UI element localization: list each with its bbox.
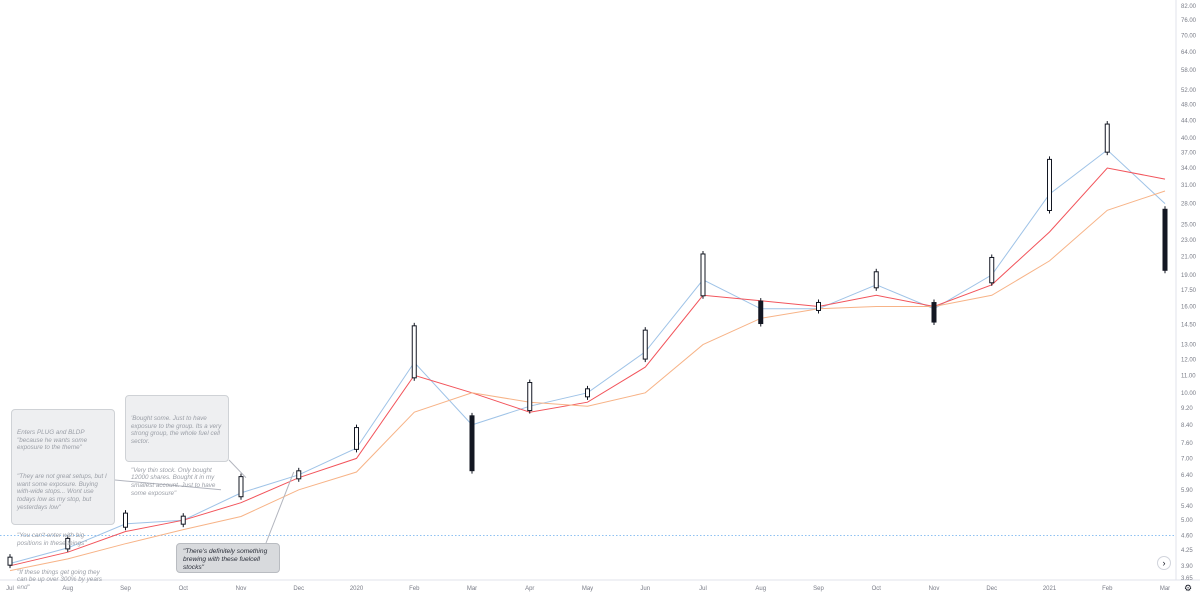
candle-body bbox=[65, 537, 71, 550]
annotation-bought: 'Bought some. Just to have exposure to t… bbox=[125, 395, 229, 497]
candle-body bbox=[296, 470, 302, 480]
y-tick-label: 11.00 bbox=[1181, 373, 1196, 379]
annotation-enters-line-1: Enters PLUG and BLDP "because he wants s… bbox=[17, 429, 89, 452]
y-tick-label: 16.00 bbox=[1181, 304, 1197, 310]
x-tick-label: Mar bbox=[1160, 586, 1170, 592]
y-tick-label: 4.25 bbox=[1181, 548, 1193, 554]
candle-body bbox=[642, 329, 648, 360]
moving-average-line bbox=[9, 167, 1166, 567]
candle-body bbox=[354, 427, 359, 450]
y-tick-label: 7.00 bbox=[1181, 456, 1193, 462]
y-tick-label: 3.90 bbox=[1181, 564, 1193, 570]
x-tick-label: Jun bbox=[640, 586, 650, 592]
x-tick-label: Aug bbox=[755, 586, 766, 592]
y-tick-label: 28.00 bbox=[1181, 202, 1197, 208]
y-tick-label: 34.00 bbox=[1181, 166, 1197, 172]
x-tick-label: Dec bbox=[986, 586, 997, 592]
candle-body bbox=[411, 325, 417, 379]
x-tick-label: Jul bbox=[699, 586, 707, 592]
candle-body bbox=[180, 515, 186, 525]
y-tick-label: 40.00 bbox=[1181, 136, 1197, 142]
y-tick-label: 13.00 bbox=[1181, 343, 1197, 349]
annotation-brewing-text: "There's definitely something brewing wi… bbox=[183, 548, 268, 571]
y-tick-label: 44.00 bbox=[1181, 119, 1197, 125]
candle-body bbox=[816, 301, 821, 311]
annotation-connector bbox=[228, 459, 247, 479]
candle-body bbox=[700, 253, 706, 297]
annotation-connector bbox=[114, 479, 222, 491]
y-tick-label: 25.00 bbox=[1181, 222, 1197, 228]
y-tick-label: 8.40 bbox=[1181, 423, 1193, 429]
y-tick-label: 5.40 bbox=[1181, 504, 1193, 510]
y-tick-label: 6.40 bbox=[1181, 473, 1193, 479]
y-tick-label: 37.00 bbox=[1181, 150, 1197, 156]
annotation-connector bbox=[265, 471, 295, 544]
y-tick-label: 9.20 bbox=[1181, 406, 1193, 412]
y-tick-label: 3.65 bbox=[1181, 576, 1193, 582]
annotation-enters: Enters PLUG and BLDP "because he wants s… bbox=[11, 409, 115, 591]
y-tick-label: 19.00 bbox=[1181, 273, 1197, 279]
candle-body bbox=[7, 556, 13, 566]
y-tick-label: 5.90 bbox=[1181, 488, 1193, 494]
y-tick-label: 4.60 bbox=[1181, 533, 1193, 539]
y-tick-label: 14.50 bbox=[1181, 323, 1197, 329]
x-tick-label: Feb bbox=[1102, 586, 1113, 592]
moving-average-line bbox=[9, 149, 1166, 564]
y-tick-label: 76.00 bbox=[1181, 18, 1197, 24]
x-tick-label: Dec bbox=[293, 586, 304, 592]
annotation-bought-line-1: 'Bought some. Just to have exposure to t… bbox=[131, 415, 224, 445]
x-tick-label: Nov bbox=[929, 586, 940, 592]
y-tick-label: 52.00 bbox=[1181, 88, 1197, 94]
annotation-enters-line-3: "You can't enter with big positions in t… bbox=[17, 532, 87, 547]
x-tick-label: Sep bbox=[813, 586, 824, 592]
x-tick-label: May bbox=[582, 586, 593, 592]
annotation-enters-line-2: "They are not great setups, but I want s… bbox=[17, 473, 109, 511]
candle-body bbox=[238, 476, 244, 498]
y-tick-label: 17.50 bbox=[1181, 288, 1197, 294]
x-tick-label: Oct bbox=[872, 586, 882, 592]
y-tick-label: 58.00 bbox=[1181, 68, 1197, 74]
y-tick-label: 70.00 bbox=[1181, 33, 1197, 39]
x-tick-label: 2020 bbox=[350, 586, 364, 592]
candle-body bbox=[527, 382, 533, 412]
x-tick-label: Mar bbox=[467, 586, 477, 592]
y-tick-label: 12.00 bbox=[1181, 357, 1197, 363]
x-tick-label: Oct bbox=[179, 586, 189, 592]
chevron-right-icon[interactable]: › bbox=[1157, 556, 1171, 570]
candle-body bbox=[1162, 208, 1168, 271]
candle-body bbox=[873, 271, 879, 289]
x-tick-label: 2021 bbox=[1043, 586, 1057, 592]
y-tick-label: 7.60 bbox=[1181, 441, 1193, 447]
candle-body bbox=[123, 512, 128, 528]
gear-icon[interactable]: ⚙ bbox=[1184, 583, 1193, 593]
y-tick-label: 48.00 bbox=[1181, 103, 1197, 109]
candle-body bbox=[1104, 123, 1110, 153]
candle-body bbox=[989, 256, 995, 284]
y-tick-label: 21.00 bbox=[1181, 255, 1197, 261]
candle-body bbox=[758, 300, 764, 325]
y-tick-label: 82.00 bbox=[1181, 4, 1197, 10]
moving-average-line bbox=[9, 190, 1166, 572]
annotation-enters-line-4: "If these things get going they can be u… bbox=[17, 568, 104, 591]
annotation-bought-line-2: "Very thin stock. Only bought 12000 shar… bbox=[131, 466, 218, 497]
candle-body bbox=[931, 302, 937, 323]
candle-body bbox=[585, 388, 590, 398]
x-tick-label: Jul bbox=[6, 586, 14, 592]
x-tick-label: Aug bbox=[62, 586, 73, 592]
x-tick-label: Apr bbox=[525, 586, 534, 592]
x-tick-label: Nov bbox=[236, 586, 247, 592]
x-tick-label: Feb bbox=[409, 586, 420, 592]
x-tick-label: Sep bbox=[120, 586, 131, 592]
candle-body bbox=[1047, 158, 1052, 212]
y-tick-label: 31.00 bbox=[1181, 183, 1197, 189]
y-tick-label: 23.00 bbox=[1181, 238, 1197, 244]
annotation-brewing: "There's definitely something brewing wi… bbox=[176, 543, 280, 573]
y-tick-label: 64.00 bbox=[1181, 50, 1197, 56]
candle-body bbox=[469, 415, 475, 472]
y-tick-label: 5.00 bbox=[1181, 518, 1193, 524]
y-tick-label: 10.00 bbox=[1181, 391, 1197, 397]
